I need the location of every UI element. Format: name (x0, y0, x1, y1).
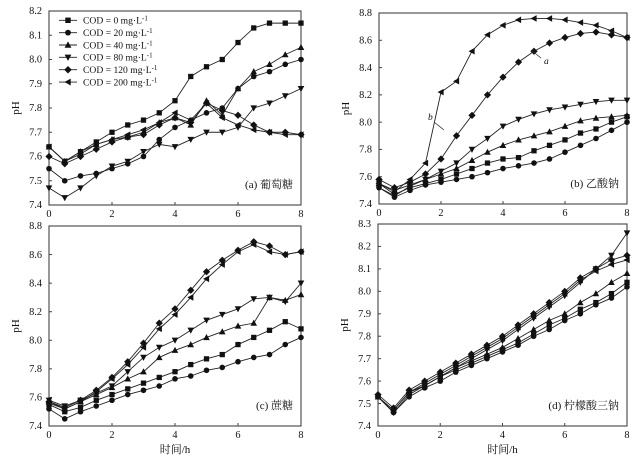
svg-text:8.8: 8.8 (359, 8, 372, 19)
svg-text:7.5: 7.5 (29, 176, 42, 187)
svg-text:7.6: 7.6 (358, 376, 371, 387)
svg-text:(d) 柠檬酸三钠: (d) 柠檬酸三钠 (548, 398, 619, 412)
svg-text:COD = 0 mg·L-1: COD = 0 mg·L-1 (83, 15, 148, 27)
svg-text:7.7: 7.7 (29, 127, 42, 138)
svg-text:8.3: 8.3 (358, 219, 371, 230)
svg-text:pH: pH (340, 102, 352, 116)
svg-text:0: 0 (375, 430, 380, 441)
svg-text:7.4: 7.4 (29, 421, 42, 432)
svg-text:(c) 蔗糖: (c) 蔗糖 (256, 398, 293, 412)
svg-text:2: 2 (109, 430, 114, 441)
svg-text:8.4: 8.4 (359, 63, 372, 74)
svg-text:8.1: 8.1 (358, 264, 371, 275)
svg-text:6: 6 (235, 430, 240, 441)
svg-text:7.9: 7.9 (29, 79, 42, 90)
svg-text:8.6: 8.6 (359, 35, 372, 46)
svg-text:7.6: 7.6 (29, 152, 42, 163)
svg-text:COD = 40 mg·L-1: COD = 40 mg·L-1 (83, 39, 153, 51)
svg-text:8.4: 8.4 (29, 278, 42, 289)
svg-text:4: 4 (172, 209, 177, 220)
svg-text:8.1: 8.1 (29, 30, 42, 41)
svg-text:0: 0 (376, 208, 381, 219)
svg-text:0: 0 (46, 430, 51, 441)
svg-text:pH: pH (339, 318, 351, 332)
svg-text:7.6: 7.6 (29, 393, 42, 404)
svg-text:7.5: 7.5 (358, 399, 371, 410)
svg-text:COD = 120 mg·L-1: COD = 120 mg·L-1 (83, 64, 158, 76)
svg-text:2: 2 (109, 209, 114, 220)
svg-text:4: 4 (500, 430, 505, 441)
svg-text:6: 6 (235, 209, 240, 220)
svg-text:7.6: 7.6 (359, 172, 372, 183)
svg-text:7.9: 7.9 (358, 309, 371, 320)
svg-text:8.0: 8.0 (358, 287, 371, 298)
svg-text:COD = 20 mg·L-1: COD = 20 mg·L-1 (83, 27, 153, 39)
svg-text:2: 2 (438, 430, 443, 441)
svg-text:COD = 80 mg·L-1: COD = 80 mg·L-1 (83, 52, 153, 64)
svg-text:pH: pH (10, 101, 22, 115)
svg-text:0: 0 (46, 209, 51, 220)
svg-text:8.2: 8.2 (359, 90, 372, 101)
svg-text:4: 4 (172, 430, 177, 441)
svg-text:7.8: 7.8 (359, 145, 372, 156)
svg-text:时间/h: 时间/h (487, 442, 518, 456)
svg-text:COD = 200 mg·L-1: COD = 200 mg·L-1 (83, 76, 158, 88)
svg-text:8.2: 8.2 (29, 307, 42, 318)
svg-text:7.4: 7.4 (358, 421, 371, 432)
svg-text:8.6: 8.6 (29, 250, 42, 261)
svg-text:8.8: 8.8 (29, 221, 42, 232)
svg-text:6: 6 (562, 208, 567, 219)
svg-text:7.8: 7.8 (29, 103, 42, 114)
svg-text:b: b (428, 113, 433, 123)
svg-text:pH: pH (10, 319, 22, 333)
svg-text:8.2: 8.2 (358, 242, 371, 253)
svg-text:8: 8 (298, 430, 303, 441)
svg-text:7.4: 7.4 (359, 199, 372, 210)
svg-text:8.0: 8.0 (29, 335, 42, 346)
svg-text:a: a (544, 57, 549, 67)
svg-text:8: 8 (624, 430, 629, 441)
svg-text:7.4: 7.4 (29, 200, 42, 211)
svg-text:7.8: 7.8 (358, 331, 371, 342)
svg-text:8.0: 8.0 (359, 117, 372, 128)
svg-text:4: 4 (500, 208, 505, 219)
svg-text:8: 8 (624, 208, 629, 219)
svg-text:(b) 乙酸钠: (b) 乙酸钠 (570, 176, 619, 190)
svg-text:时间/h: 时间/h (160, 442, 191, 456)
svg-text:(a) 葡萄糖: (a) 葡萄糖 (245, 177, 293, 191)
svg-text:8: 8 (298, 209, 303, 220)
svg-text:7.8: 7.8 (29, 364, 42, 375)
svg-text:6: 6 (562, 430, 567, 441)
svg-text:2: 2 (438, 208, 443, 219)
svg-text:7.7: 7.7 (358, 354, 371, 365)
svg-text:8.2: 8.2 (29, 6, 42, 17)
svg-text:8.0: 8.0 (29, 55, 42, 66)
